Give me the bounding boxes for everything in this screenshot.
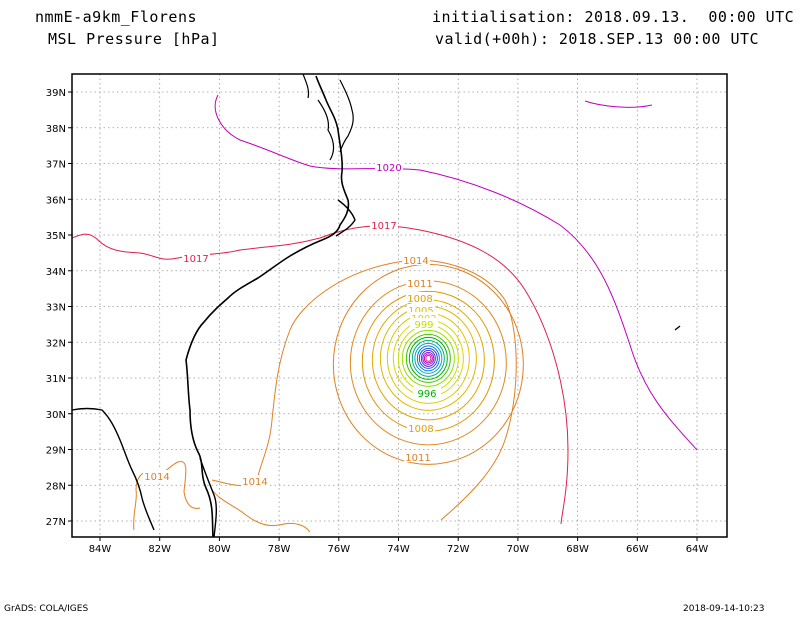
contour-label: 1011: [405, 453, 430, 464]
isobar-contours: [71, 94, 698, 533]
lon-label: 66W: [626, 544, 649, 555]
grads-credit: GrADS: COLA/IGES: [4, 604, 89, 614]
lat-label: 29N: [46, 446, 66, 457]
init-time: initialisation: 2018.09.13. 00:00 UTC: [432, 8, 795, 26]
contour-label: 1014: [403, 256, 428, 267]
coast-florida-east: [199, 457, 217, 538]
isobar-1020: [214, 94, 698, 451]
contour-label: 1005: [408, 306, 433, 317]
isobar-ring: [414, 342, 443, 374]
lon-label: 74W: [387, 544, 410, 555]
coast-chesapeake: [317, 99, 335, 161]
contour-label-bg: [406, 277, 434, 288]
lat-label: 37N: [46, 160, 66, 171]
lat-label: 38N: [46, 124, 66, 135]
contour-label-bg: [406, 292, 434, 303]
contour-label-bg: [241, 475, 269, 486]
contour-label: 1017: [371, 221, 396, 232]
lat-label: 34N: [46, 267, 66, 278]
lat-label: 31N: [46, 374, 66, 385]
contour-label-bg: [182, 252, 210, 263]
isobar-1020-north: [584, 100, 653, 108]
contour-label-bg: [404, 451, 432, 462]
coast-bermuda: [674, 325, 681, 331]
map-frame: [71, 73, 728, 538]
lon-label: 68W: [566, 544, 589, 555]
isobar-ring: [392, 319, 464, 397]
contour-label: 1014: [144, 472, 169, 483]
isobar-ring: [401, 329, 455, 387]
lat-label: 28N: [46, 481, 66, 492]
lon-label: 82W: [148, 544, 171, 555]
contour-label: 996: [417, 389, 436, 400]
contour-label-bg: [407, 422, 435, 433]
lon-label: 76W: [327, 544, 350, 555]
axis-labels: 84W 82W 80W 78W 76W 74W 72W 70W 68W 66W 64W 39N 38N 3…: [46, 88, 709, 555]
coast-delaware-bay: [302, 73, 310, 99]
isobar-ring: [411, 339, 445, 377]
coast-florida-west: [71, 407, 155, 531]
lon-label: 78W: [268, 544, 291, 555]
isobar-ring: [418, 347, 438, 369]
isobar-ring: [422, 351, 435, 365]
contour-label: 1008: [407, 294, 432, 305]
lon-label: 84W: [89, 544, 112, 555]
isobar-1014: [211, 259, 517, 521]
contour-label-bg: [413, 387, 441, 398]
coast-outer-banks: [335, 199, 356, 237]
contour-labels: 1020 1017 1017 1014 1014 1014 1011 1011 1008 1008…: [143, 161, 441, 488]
lon-label: 70W: [507, 544, 530, 555]
isobar-ring: [420, 349, 436, 367]
lat-label: 36N: [46, 195, 66, 206]
lat-label: 32N: [46, 338, 66, 349]
lat-label: 30N: [46, 410, 66, 421]
contour-label-bg: [410, 318, 438, 329]
contour-label: 1008: [408, 424, 433, 435]
isobar-ring: [423, 353, 433, 364]
gridlines: [72, 74, 727, 537]
lat-label: 35N: [46, 231, 66, 242]
contour-label: 1011: [407, 279, 432, 290]
contour-label-bg: [407, 304, 435, 315]
lat-label: 27N: [46, 517, 66, 528]
coast-mainland: [185, 75, 350, 538]
isobar-ring: [397, 324, 459, 392]
lon-label: 80W: [208, 544, 231, 555]
isobar-ring: [405, 333, 451, 383]
coast-delmarva: [339, 79, 354, 153]
model-title: nmmE-a9km_Florens: [35, 8, 198, 26]
isobar-ring: [416, 345, 440, 372]
contour-label-bg: [410, 312, 438, 323]
contour-label: 1017: [183, 254, 208, 265]
contour-label-bg: [375, 161, 403, 172]
isobar-1017: [71, 225, 569, 525]
contour-label: 1014: [242, 477, 267, 488]
lon-label: 64W: [686, 544, 709, 555]
isobar-1014-west: [133, 461, 201, 531]
lon-label: 72W: [447, 544, 470, 555]
coastline: [71, 73, 681, 538]
variable-title: MSL Pressure [hPa]: [48, 30, 220, 48]
lat-label: 39N: [46, 88, 66, 99]
contour-label: 999: [414, 320, 433, 331]
lat-label: 33N: [46, 303, 66, 314]
contour-label-bg: [143, 470, 171, 481]
isobar-ring: [408, 336, 448, 380]
contour-label-bg: [402, 254, 430, 265]
contour-label-bg: [370, 219, 398, 230]
valid-time: valid(+00h): 2018.SEP.13 00:00 UTC: [435, 30, 760, 48]
contour-label: 1020: [376, 163, 401, 174]
isobar-1014-south: [211, 489, 311, 533]
isobar-ring: [425, 354, 432, 362]
render-timestamp: 2018-09-14-10:23: [683, 604, 765, 614]
